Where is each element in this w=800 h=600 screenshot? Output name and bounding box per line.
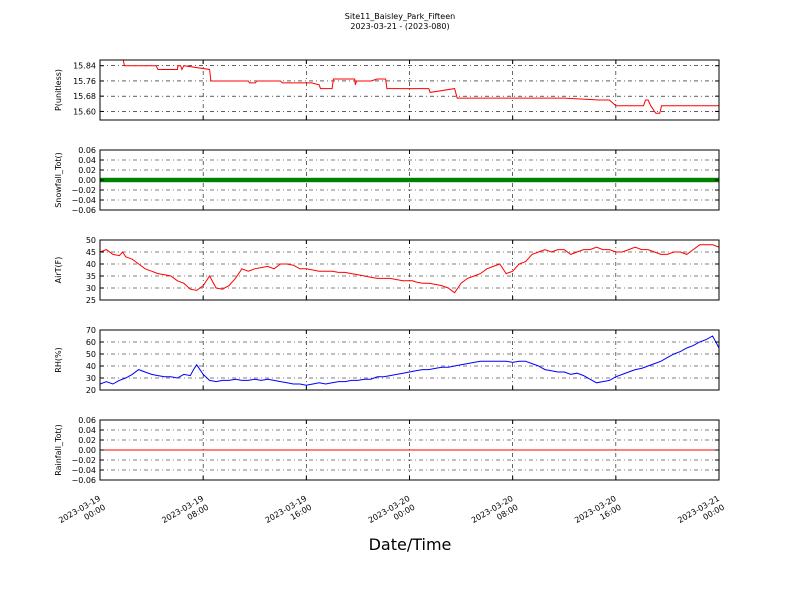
y-tick-label: 15.68 bbox=[73, 92, 96, 101]
x-tick-label: 2023-03-2000:00 bbox=[367, 494, 417, 534]
x-tick-label: 2023-03-1908:00 bbox=[160, 494, 210, 534]
y-axis-label: P(unitless) bbox=[54, 69, 63, 111]
y-tick-label: 70 bbox=[86, 326, 96, 335]
y-tick-label: 30 bbox=[86, 374, 96, 383]
panel-2: −0.06−0.04−0.020.000.020.040.06 Snowfall_… bbox=[54, 146, 720, 215]
x-tick-label: 2023-03-2100:00 bbox=[676, 494, 726, 534]
panel-1: 15.60 15.68 15.76 15.84 P(unitless) bbox=[54, 59, 720, 121]
y-tick-label: 40 bbox=[86, 260, 96, 269]
panel-5: −0.06−0.04−0.020.000.020.040.06 Rainfall_… bbox=[54, 416, 720, 485]
y-tick-label: 35 bbox=[86, 272, 96, 281]
panels: 15.6015.6815.7615.84P(unitless)−0.06−0.0… bbox=[54, 59, 720, 485]
y-tick-label: 50 bbox=[86, 236, 96, 245]
y-tick-label: 0.04 bbox=[78, 426, 96, 435]
panel-4: 20 30 40 50 60 70 RH(%) bbox=[54, 326, 720, 395]
y-tick-label: 0.02 bbox=[78, 436, 96, 445]
y-axis-label: Snowfall_Tot() bbox=[54, 152, 63, 208]
y-tick-label: −0.06 bbox=[71, 476, 96, 485]
y-tick-label: 30 bbox=[86, 284, 96, 293]
x-axis-label: Date/Time bbox=[369, 535, 452, 554]
series-line bbox=[100, 335, 719, 386]
y-tick-label: 0.02 bbox=[78, 166, 96, 175]
x-tick-label: 2023-03-1916:00 bbox=[264, 494, 314, 534]
y-tick-label: 0.06 bbox=[78, 146, 96, 155]
chart-subtitle: 2023-03-21 - (2023-080) bbox=[350, 22, 449, 31]
y-tick-label: −0.02 bbox=[71, 456, 96, 465]
x-tick-label: 2023-03-2016:00 bbox=[573, 494, 623, 534]
y-tick-label: 15.60 bbox=[73, 107, 96, 116]
chart-title: Site11_Baisley_Park_Fifteen bbox=[345, 12, 455, 21]
y-tick-label: 50 bbox=[86, 350, 96, 359]
y-tick-label: −0.06 bbox=[71, 206, 96, 215]
y-tick-label: 0.04 bbox=[78, 156, 96, 165]
panel-3: 25 30 35 40 45 50 AirT(F) bbox=[54, 236, 720, 305]
y-tick-label: 0.06 bbox=[78, 416, 96, 425]
series-line bbox=[100, 244, 719, 294]
y-tick-label: −0.04 bbox=[71, 466, 96, 475]
y-tick-label: 0.00 bbox=[78, 176, 96, 185]
y-tick-label: 15.84 bbox=[73, 62, 96, 71]
y-tick-label: 0.00 bbox=[78, 446, 96, 455]
y-axis-label: AirT(F) bbox=[54, 257, 63, 284]
y-tick-label: 60 bbox=[86, 338, 96, 347]
x-tick-label: 2023-03-1900:00 bbox=[57, 494, 107, 534]
y-tick-label: −0.04 bbox=[71, 196, 96, 205]
y-tick-label: −0.02 bbox=[71, 186, 96, 195]
series-points bbox=[100, 177, 719, 183]
y-tick-label: 15.76 bbox=[73, 77, 96, 86]
y-axis-label: RH(%) bbox=[54, 347, 63, 372]
x-tick-label: 2023-03-2008:00 bbox=[470, 494, 520, 534]
y-tick-label: 25 bbox=[86, 296, 96, 305]
x-axis-ticks: 2023-03-1900:00 2023-03-1908:00 2023-03-19… bbox=[57, 494, 726, 534]
y-axis-label: Rainfall_Tot() bbox=[54, 424, 63, 476]
y-tick-label: 20 bbox=[86, 386, 96, 395]
y-tick-label: 40 bbox=[86, 362, 96, 371]
y-tick-label: 45 bbox=[86, 248, 96, 257]
series-line bbox=[100, 60, 719, 114]
